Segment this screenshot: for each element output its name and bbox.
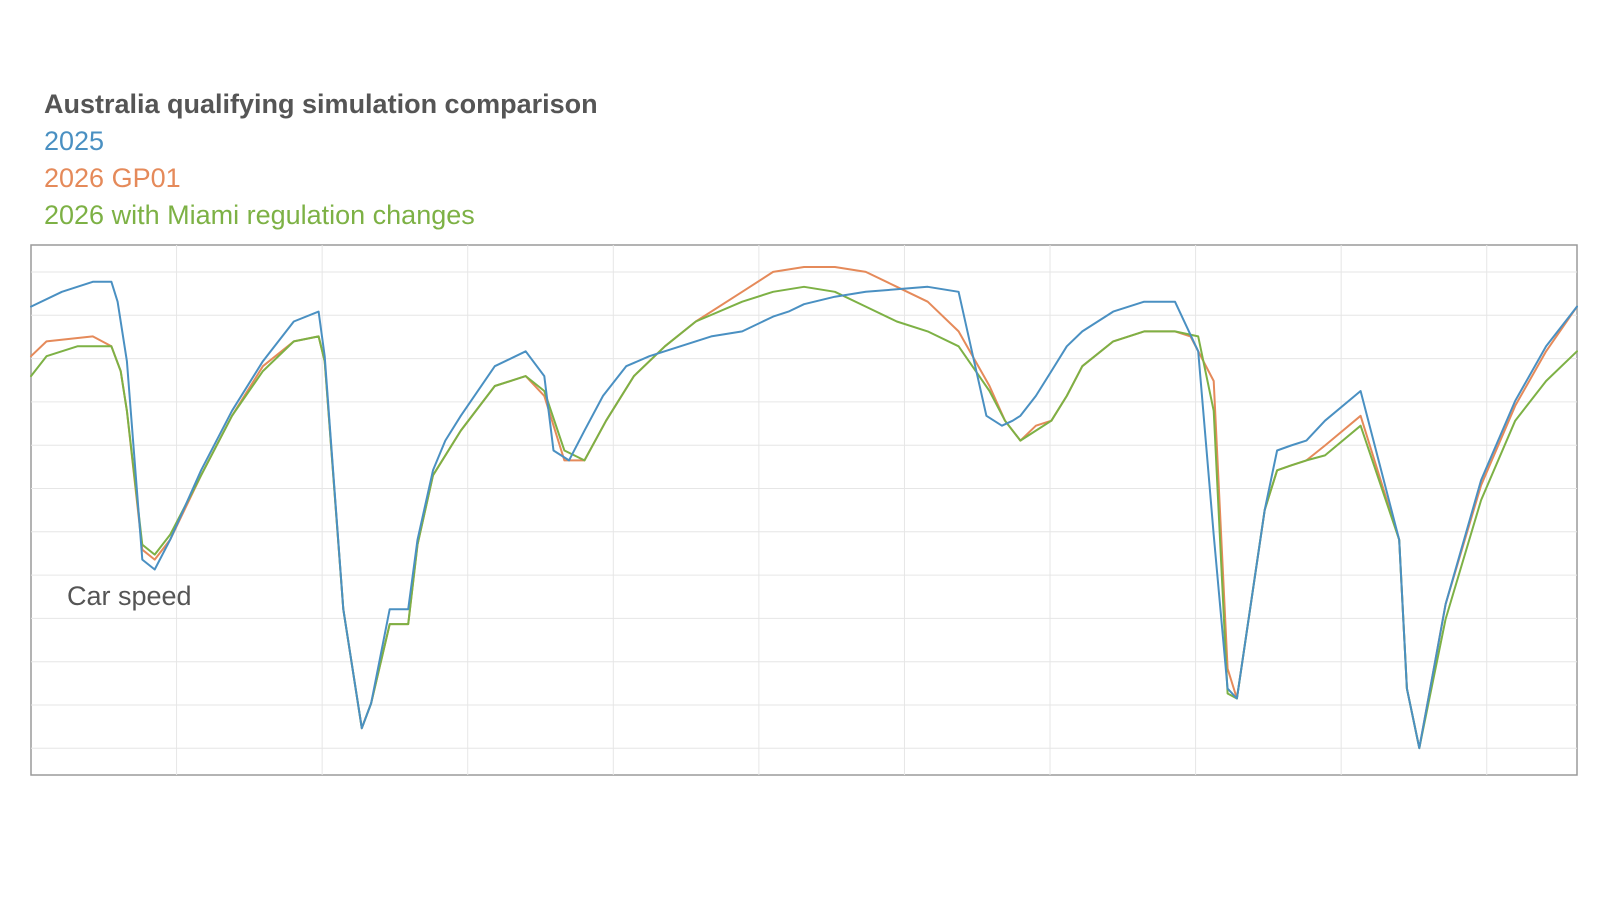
legend-entry-2025: 2025 (44, 126, 105, 156)
plot-frame (30, 244, 1578, 776)
car-speed-annotation: Car speed (67, 581, 192, 611)
chart-title-block: Australia qualifying simulation comparis… (44, 86, 598, 234)
series-layer (30, 266, 1578, 750)
series-line-0 (30, 280, 1578, 750)
chart-title: Australia qualifying simulation comparis… (44, 89, 598, 119)
series-line-1 (30, 266, 1578, 750)
series-line-2 (30, 285, 1578, 750)
legend-entry-2026-gp01: 2026 GP01 (44, 163, 181, 193)
gridlines (31, 245, 1577, 775)
legend-entry-2026-miami: 2026 with Miami regulation changes (44, 200, 475, 230)
